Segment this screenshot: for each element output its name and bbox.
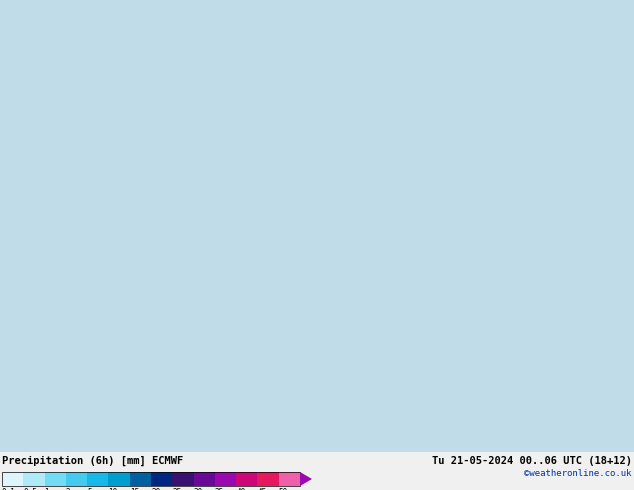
Text: 35: 35 [215, 488, 224, 490]
Text: 30: 30 [193, 488, 203, 490]
Bar [44, 472, 66, 486]
Text: 0.5: 0.5 [23, 488, 37, 490]
Bar [66, 472, 87, 486]
Text: 50: 50 [279, 488, 288, 490]
Bar [193, 472, 215, 486]
Bar [257, 472, 279, 486]
Text: 20: 20 [151, 488, 160, 490]
Bar [108, 472, 130, 486]
Bar [151, 472, 172, 486]
Bar [2, 472, 23, 486]
Text: 25: 25 [172, 488, 181, 490]
Text: 10: 10 [108, 488, 118, 490]
Text: 40: 40 [236, 488, 245, 490]
Text: Tu 21-05-2024 00..06 UTC (18+12): Tu 21-05-2024 00..06 UTC (18+12) [432, 456, 632, 466]
Bar [215, 472, 236, 486]
Bar [279, 472, 300, 486]
Text: 0.1: 0.1 [2, 488, 16, 490]
Polygon shape [300, 472, 312, 486]
Bar [23, 472, 44, 486]
Text: ©weatheronline.co.uk: ©weatheronline.co.uk [524, 469, 632, 478]
Bar [130, 472, 151, 486]
Bar [2, 472, 300, 486]
Text: 5: 5 [87, 488, 92, 490]
Text: 1: 1 [44, 488, 49, 490]
Text: Precipitation (6h) [mm] ECMWF: Precipitation (6h) [mm] ECMWF [2, 456, 183, 466]
Text: 15: 15 [130, 488, 139, 490]
Bar [236, 472, 257, 486]
Text: 2: 2 [66, 488, 70, 490]
Text: 45: 45 [257, 488, 267, 490]
Bar [87, 472, 108, 486]
Bar [172, 472, 193, 486]
Bar [0, 452, 634, 490]
